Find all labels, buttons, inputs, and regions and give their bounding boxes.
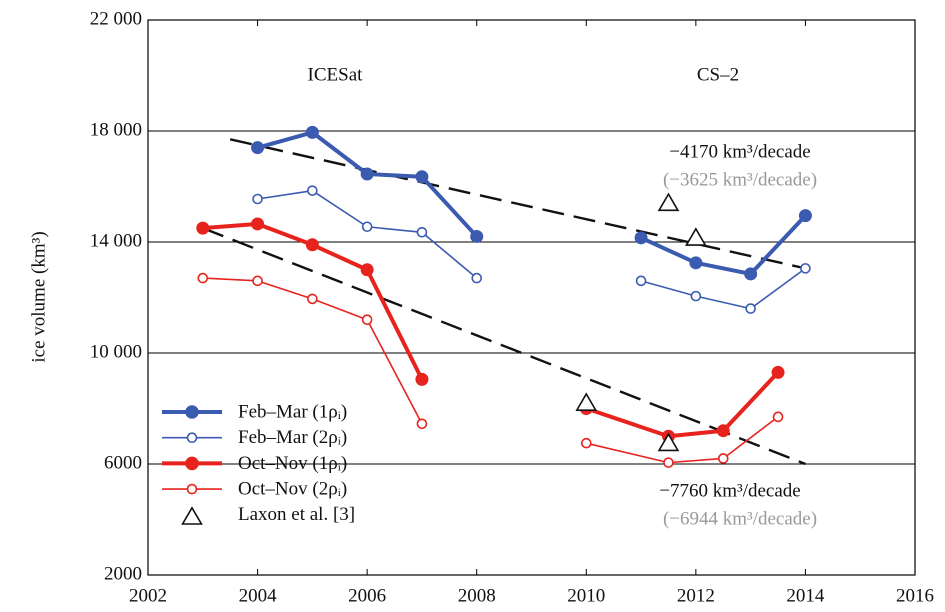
legend-marker <box>186 432 198 444</box>
series-line <box>640 214 807 276</box>
open-point <box>361 314 373 326</box>
open-point <box>252 275 263 287</box>
annotation: −7760 km³/decade <box>659 480 800 501</box>
open-point <box>717 453 729 464</box>
legend-label: Feb–Mar (2ρᵢ) <box>238 427 347 448</box>
plot-frame <box>147 19 916 576</box>
open-point <box>772 411 784 423</box>
open-point <box>416 226 428 238</box>
x-tick-label: 2016 <box>896 585 934 606</box>
open-point <box>471 272 483 284</box>
y-tick-label: 22 000 <box>90 8 142 29</box>
open-point <box>800 263 811 274</box>
open-point <box>663 457 674 468</box>
point <box>360 167 374 181</box>
y-tick-label: 18 000 <box>90 119 142 140</box>
x-tick-label: 2006 <box>348 585 386 606</box>
point <box>744 267 758 281</box>
point <box>689 256 703 270</box>
open-point <box>307 185 318 196</box>
point <box>251 217 265 231</box>
point <box>771 365 785 379</box>
legend-label: Oct–Nov (1ρᵢ) <box>238 453 347 474</box>
point <box>415 372 429 386</box>
annotation: −4170 km³/decade <box>669 141 810 162</box>
open-point <box>635 275 647 287</box>
point <box>798 209 812 223</box>
legend-label: Feb–Mar (1ρᵢ) <box>238 401 347 422</box>
x-tick-label: 2004 <box>239 585 278 606</box>
point <box>305 238 319 252</box>
legend-label: Laxon et al. [3] <box>238 504 355 525</box>
point <box>196 221 210 235</box>
open-point <box>745 303 756 314</box>
x-tick-label: 2008 <box>458 585 496 606</box>
y-axis-label: ice volume (km³) <box>28 231 49 362</box>
triangle-marker <box>657 192 680 212</box>
open-point <box>361 221 373 233</box>
annotation: (−6944 km³/decade) <box>663 508 817 529</box>
legend-label: Oct–Nov (2ρᵢ) <box>238 478 347 499</box>
open-point <box>197 272 209 284</box>
legend-marker <box>185 405 199 419</box>
y-tick-label: 2000 <box>104 563 142 584</box>
triangle-marker <box>575 392 598 411</box>
open-point <box>252 193 263 205</box>
x-tick-label: 2014 <box>786 585 825 606</box>
open-point <box>580 437 592 449</box>
legend-marker <box>185 456 199 471</box>
point <box>305 125 319 139</box>
point <box>716 424 730 438</box>
y-tick-label: 10 000 <box>90 341 142 362</box>
open-point <box>416 418 428 430</box>
triangle-marker <box>685 227 707 246</box>
point <box>360 263 374 277</box>
open-point <box>690 290 702 302</box>
annotation: (−3625 km³/decade) <box>663 169 817 190</box>
trend-line <box>229 138 806 270</box>
y-tick-label: 6000 <box>104 452 142 473</box>
series-line <box>257 130 479 238</box>
legend-marker <box>186 483 198 495</box>
y-tick-label: 14 000 <box>90 230 142 251</box>
point <box>415 170 429 184</box>
point <box>470 229 484 243</box>
point <box>634 231 648 245</box>
trend-line <box>202 227 806 466</box>
point <box>251 141 265 155</box>
series-line <box>586 416 779 464</box>
series-line <box>585 371 780 439</box>
x-tick-label: 2002 <box>129 585 167 606</box>
open-point <box>307 293 318 305</box>
legend-marker <box>181 506 203 525</box>
x-tick-label: 2010 <box>567 585 605 606</box>
annotation: CS–2 <box>697 64 739 85</box>
x-tick-label: 2012 <box>677 585 715 606</box>
series-line <box>640 267 806 310</box>
triangle-marker <box>657 432 680 452</box>
annotation: ICESat <box>308 64 364 85</box>
